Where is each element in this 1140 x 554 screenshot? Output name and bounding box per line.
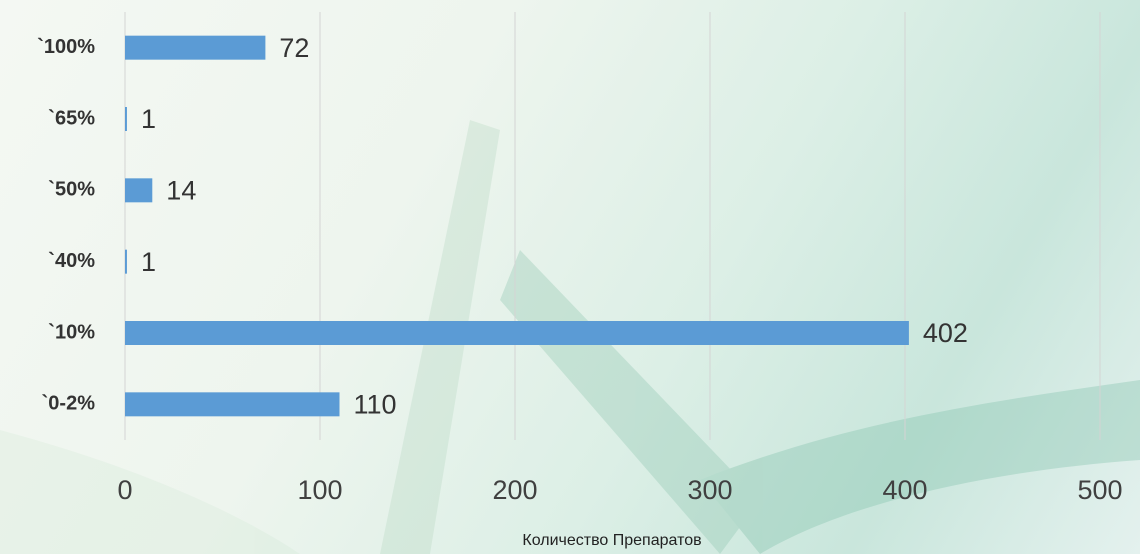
x-tick-label: 200 xyxy=(492,475,537,505)
data-label: 1 xyxy=(141,247,156,277)
x-tick-label: 300 xyxy=(687,475,732,505)
y-tick-label: `10% xyxy=(48,321,95,343)
background-decor xyxy=(0,120,1140,554)
data-label: 1 xyxy=(141,104,156,134)
y-tick-label: `100% xyxy=(37,36,95,58)
x-tick-label: 400 xyxy=(882,475,927,505)
data-label: 14 xyxy=(166,175,196,205)
bar xyxy=(125,178,153,203)
bar xyxy=(125,35,266,60)
bar xyxy=(125,249,127,274)
data-label: 110 xyxy=(354,389,397,419)
data-label: 402 xyxy=(923,318,968,348)
y-tick-label: `40% xyxy=(48,250,95,272)
y-tick-label: `0-2% xyxy=(42,393,96,415)
y-tick-label: `50% xyxy=(48,179,95,201)
x-axis-title: Количество Препаратов xyxy=(522,532,701,549)
x-tick-label: 500 xyxy=(1077,475,1122,505)
bar xyxy=(125,321,909,345)
x-tick-label: 100 xyxy=(297,475,342,505)
x-tick-label: 0 xyxy=(117,475,132,505)
bar xyxy=(125,392,340,417)
data-label: 72 xyxy=(279,33,309,63)
bar xyxy=(125,107,127,131)
y-tick-label: `65% xyxy=(48,107,95,129)
